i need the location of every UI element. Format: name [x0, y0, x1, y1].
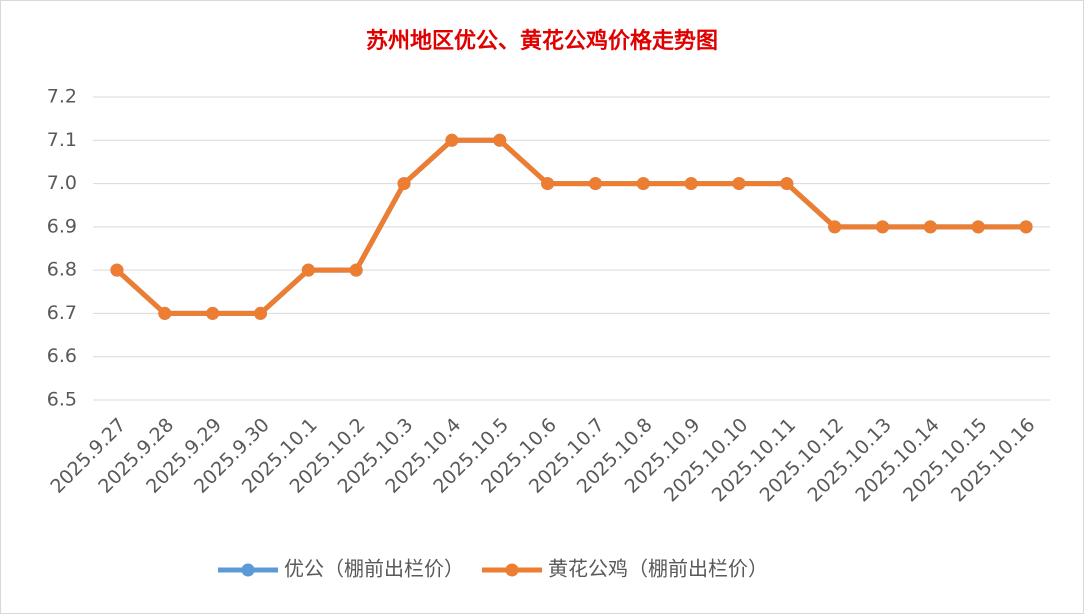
data-point	[397, 177, 411, 191]
data-point	[876, 220, 890, 234]
chart-title: 苏州地区优公、黄花公鸡价格走势图	[366, 28, 718, 54]
y-tick-label: 6.8	[47, 259, 77, 281]
data-point	[110, 263, 124, 277]
data-point	[445, 133, 459, 147]
data-point	[349, 263, 363, 277]
data-point	[588, 177, 602, 191]
y-tick-label: 7.0	[47, 172, 77, 194]
legend-label: 优公（棚前出栏价）	[284, 557, 464, 581]
data-point	[923, 220, 937, 234]
data-point	[828, 220, 842, 234]
legend-marker	[505, 563, 519, 577]
data-point	[253, 306, 267, 320]
data-point	[206, 306, 220, 320]
y-tick-label: 6.7	[47, 302, 77, 324]
y-tick-label: 6.6	[47, 345, 77, 367]
data-point	[493, 133, 507, 147]
series-line	[115, 137, 1027, 316]
data-point	[158, 306, 172, 320]
data-point	[780, 177, 794, 191]
data-point	[1019, 220, 1033, 234]
y-tick-label: 6.9	[47, 215, 77, 237]
y-tick-label: 6.5	[47, 389, 77, 411]
data-point	[636, 177, 650, 191]
y-tick-label: 7.1	[47, 129, 77, 151]
data-point	[541, 177, 555, 191]
legend-marker	[241, 563, 255, 577]
data-point	[301, 263, 315, 277]
y-tick-label: 7.2	[47, 86, 77, 108]
data-point	[971, 220, 985, 234]
legend-label: 黄花公鸡（棚前出栏价）	[548, 557, 768, 581]
data-point	[732, 177, 746, 191]
data-point	[684, 177, 698, 191]
